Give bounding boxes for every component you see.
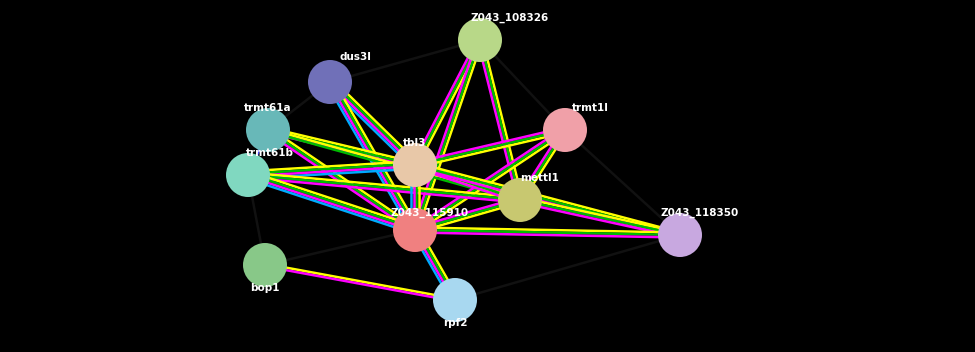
Circle shape — [393, 143, 437, 187]
Text: trmt61a: trmt61a — [244, 103, 292, 113]
Text: Z043_108326: Z043_108326 — [471, 13, 549, 23]
Text: Z043_115910: Z043_115910 — [391, 208, 469, 218]
Circle shape — [243, 243, 287, 287]
Circle shape — [543, 108, 587, 152]
Circle shape — [226, 153, 270, 197]
Circle shape — [308, 60, 352, 104]
Text: rpf2: rpf2 — [443, 318, 467, 328]
Text: bop1: bop1 — [251, 283, 280, 293]
Circle shape — [433, 278, 477, 322]
Text: tbl3: tbl3 — [404, 138, 427, 148]
Text: trmt61b: trmt61b — [246, 148, 294, 158]
Text: Z043_118350: Z043_118350 — [661, 208, 739, 218]
Circle shape — [393, 208, 437, 252]
Text: dus3l: dus3l — [339, 52, 370, 62]
Text: mettl1: mettl1 — [521, 173, 560, 183]
Circle shape — [498, 178, 542, 222]
Circle shape — [246, 108, 290, 152]
Circle shape — [458, 18, 502, 62]
Text: trmt1l: trmt1l — [571, 103, 608, 113]
Circle shape — [658, 213, 702, 257]
